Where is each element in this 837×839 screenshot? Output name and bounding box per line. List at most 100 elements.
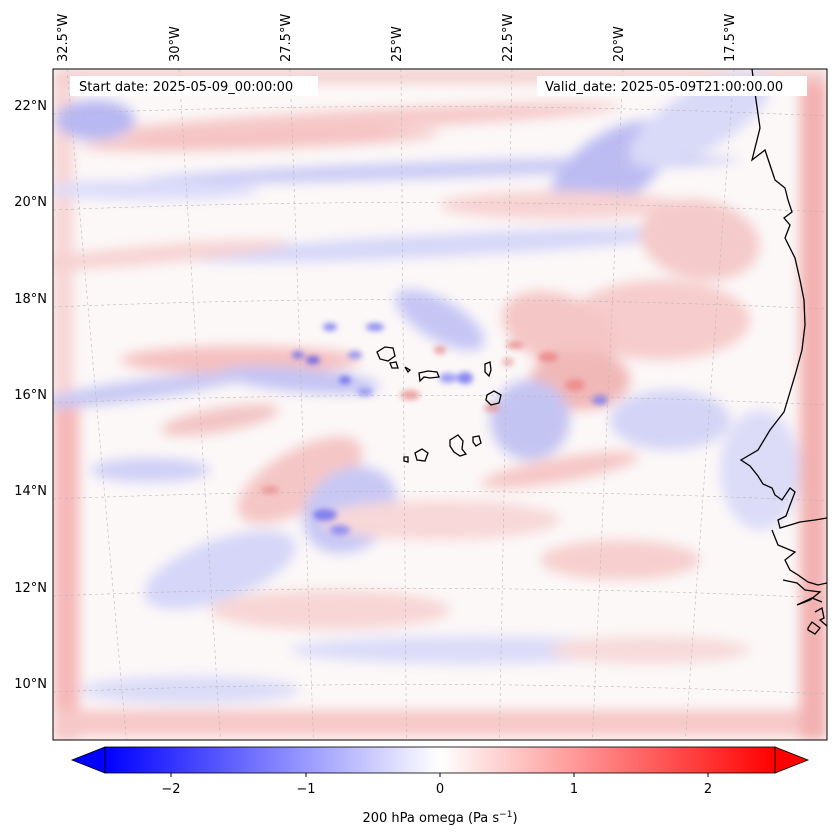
- field-patch: [640, 199, 760, 281]
- field-border-patch: [53, 400, 79, 740]
- parallel-line: [53, 202, 827, 213]
- field-feature: [565, 379, 585, 391]
- field-feature: [439, 373, 457, 383]
- lat-label: 20°N: [14, 195, 47, 210]
- island-santa-luzia: [404, 366, 412, 374]
- field-patch: [90, 458, 210, 482]
- field-patch: [290, 636, 650, 664]
- colorbar-label-exponent: −1: [499, 810, 512, 820]
- start-date-box: [70, 76, 318, 96]
- field-feature: [434, 346, 446, 354]
- field-feature: [306, 356, 320, 364]
- field-border-patch: [53, 69, 73, 399]
- meridian-line: [289, 69, 314, 740]
- colorbar: −2 −1 0 1 2 200 hPa omega (Pa s−1): [70, 746, 810, 826]
- valid-date-label: Valid_date: 2025-05-09T21:00:00.00: [545, 80, 783, 95]
- meridian-line: [400, 69, 407, 740]
- lat-label: 22°N: [14, 99, 47, 114]
- field-feature: [366, 323, 384, 331]
- field-feature: [339, 376, 351, 384]
- field-feature: [357, 388, 373, 396]
- colorbar-max-extend: [774, 746, 810, 774]
- meridian-line: [178, 69, 221, 740]
- field-patch: [190, 227, 710, 263]
- field-feature: [506, 341, 524, 349]
- map-frame: [52, 68, 828, 741]
- field-patch: [610, 390, 730, 450]
- field-patch: [53, 180, 260, 200]
- lon-label: 32.5°W: [56, 14, 71, 62]
- valid-date-box: [537, 76, 807, 96]
- colorbar-label: 200 hPa omega (Pa s−1): [362, 810, 517, 826]
- field-patch: [720, 410, 800, 530]
- colorbar-label-text: 200 hPa omega (Pa s: [362, 811, 499, 826]
- island-sao-vicente: [389, 361, 399, 369]
- field-patch: [320, 500, 560, 540]
- lat-label: 10°N: [14, 677, 47, 692]
- lon-label: 20°W: [612, 26, 627, 62]
- colorbar-tick-label: −2: [161, 782, 180, 797]
- parallel-line: [53, 299, 827, 310]
- field-patch: [210, 590, 450, 630]
- omega-field-detail: [261, 323, 608, 535]
- africa-coastline: [739, 69, 827, 635]
- field-patch: [502, 291, 618, 369]
- lat-label: 12°N: [14, 581, 47, 596]
- coastline: [376, 69, 827, 635]
- parallel-line: [53, 588, 827, 599]
- field-border-patch: [800, 69, 827, 740]
- lon-label: 30°W: [168, 26, 183, 62]
- field-patch: [629, 72, 771, 168]
- field-feature: [457, 372, 473, 384]
- field-feature: [323, 323, 337, 331]
- meridian-line: [592, 69, 624, 740]
- field-feature: [348, 351, 362, 359]
- field-patch: [395, 289, 485, 351]
- lat-label: 14°N: [14, 484, 47, 499]
- omega-field: [53, 69, 827, 740]
- lat-label: 18°N: [14, 292, 47, 307]
- colorbar-tick-label: 0: [436, 782, 444, 797]
- lon-label: 25°W: [390, 26, 405, 62]
- parallel-line: [53, 491, 827, 502]
- field-patch: [481, 451, 639, 489]
- gridlines: [53, 69, 827, 740]
- field-feature: [330, 525, 350, 535]
- lat-label: 16°N: [14, 388, 47, 403]
- field-feature: [484, 404, 500, 412]
- field-feature: [261, 486, 279, 494]
- field-feature: [313, 509, 337, 521]
- field-patch: [80, 676, 300, 704]
- field-patch: [160, 404, 280, 436]
- field-patch: [144, 530, 296, 610]
- parallel-line: [53, 395, 827, 406]
- lon-label: 22.5°W: [501, 14, 516, 62]
- field-patch: [53, 239, 290, 271]
- colorbar-min-extend: [70, 746, 106, 774]
- meridian-line: [685, 69, 735, 740]
- island-fogo: [414, 448, 429, 462]
- field-patch: [490, 380, 570, 460]
- lon-label: 17.5°W: [723, 14, 738, 62]
- field-patch: [237, 436, 363, 524]
- field-feature: [538, 352, 558, 362]
- field-feature: [292, 351, 304, 359]
- latitude-labels: 22°N 20°N 18°N 16°N 14°N 12°N 10°N: [14, 99, 47, 692]
- colorbar-label-close: ): [512, 811, 517, 826]
- colorbar-tick-label: 1: [570, 782, 578, 797]
- parallel-line: [53, 684, 827, 695]
- map-area[interactable]: Start date: 2025-05-09_00:00:00 Valid_da…: [10, 54, 827, 740]
- colorbar-ticks: −2 −1 0 1 2: [161, 773, 712, 797]
- island-santo-antao: [376, 346, 396, 362]
- field-patch: [550, 636, 750, 664]
- field-patch: [100, 103, 620, 137]
- longitude-labels: 32.5°W 30°W 27.5°W 25°W 22.5°W 20°W 17.5…: [56, 14, 738, 62]
- field-patch: [220, 366, 380, 394]
- field-patch: [440, 191, 680, 219]
- field-patch: [53, 371, 249, 409]
- colorbar-tick-label: 2: [704, 782, 712, 797]
- meridian-line: [499, 69, 513, 740]
- colorbar-bar: [104, 746, 776, 774]
- start-date-label: Start date: 2025-05-09_00:00:00: [79, 80, 293, 95]
